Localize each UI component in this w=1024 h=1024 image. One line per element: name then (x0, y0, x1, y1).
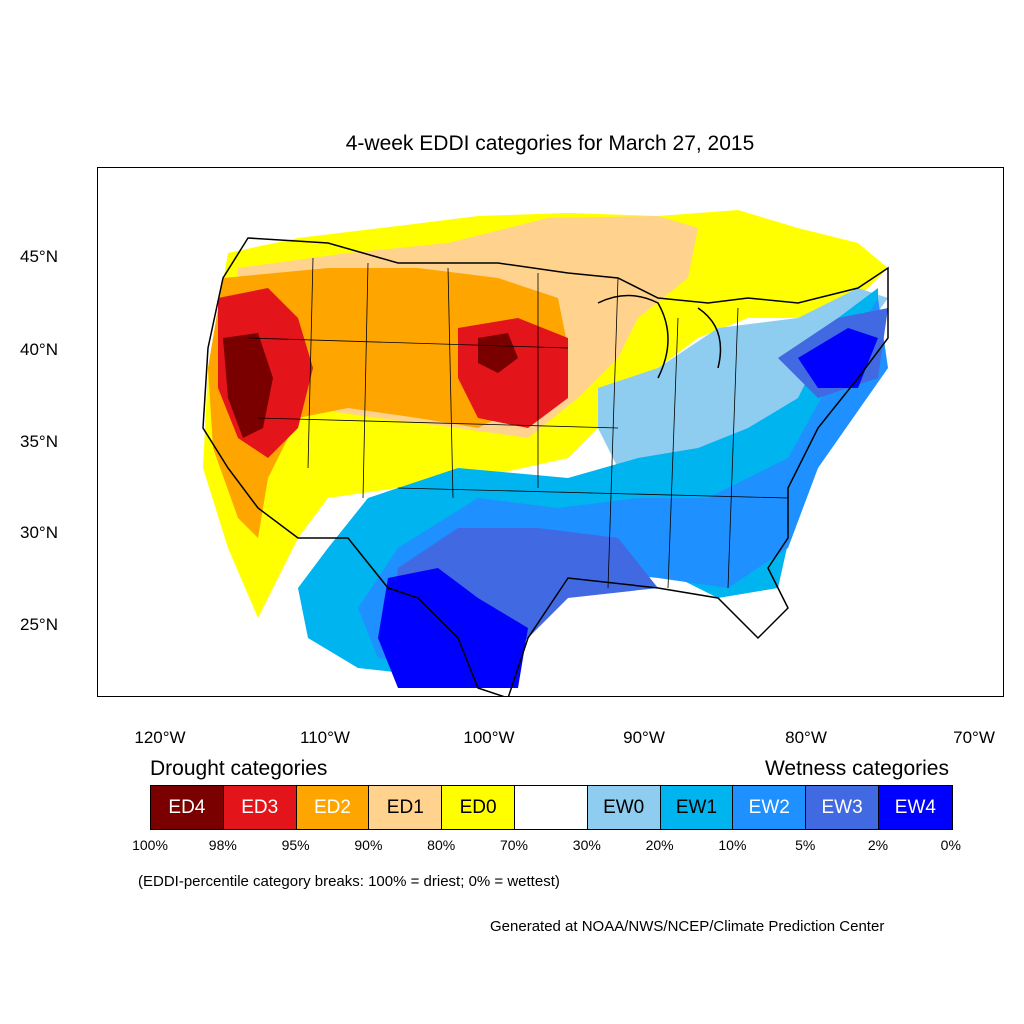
lon-label-100: 100°W (463, 728, 515, 747)
wetness-heading: Wetness categories (764, 757, 949, 780)
percentile-break-label: 10% (718, 837, 747, 853)
great-lakes-outline (597, 294, 722, 379)
legend-cell-ew2: EW2 (733, 786, 807, 829)
percentile-break-label: 80% (427, 837, 456, 853)
percentile-break-label: 0% (940, 837, 961, 853)
lat-label-35: 35°N (20, 432, 58, 451)
lon-label-120: 120°W (134, 728, 186, 747)
state-boundaries (247, 257, 789, 589)
percentile-break-label: 98% (208, 837, 237, 853)
lat-label-45: 45°N (20, 247, 58, 266)
blue-ew4-northeast (798, 328, 878, 388)
category-legend-bar: ED4 ED3 ED2 ED1 ED0 EW0 EW1 EW2 EW3 EW4 (150, 785, 953, 830)
eddi-map-canvas (202, 210, 889, 696)
legend-cell-ed4: ED4 (151, 786, 224, 829)
percentile-break-label: 30% (572, 837, 601, 853)
percentile-break-label: 2% (867, 837, 889, 853)
drought-heading: Drought categories (150, 757, 328, 780)
lon-label-110: 110°W (300, 728, 350, 747)
percentile-break-label: 5% (795, 837, 816, 853)
blue-ew4-region (378, 568, 528, 688)
legend-cell-ew4: EW4 (878, 786, 952, 829)
percentile-break-label: 90% (354, 837, 383, 853)
lon-label-90: 90°W (623, 728, 665, 747)
percentile-break-label: 100% (132, 837, 168, 853)
darkred-ed4-region (223, 333, 273, 438)
percentile-break-label: 95% (281, 837, 310, 853)
map-title: 4-week EDDI categories for March 27, 201… (345, 132, 755, 155)
darkred-ed4-plains (478, 333, 518, 373)
category-note: (EDDI-percentile category breaks: 100% =… (138, 873, 560, 890)
lon-label-70: 70°W (953, 728, 995, 747)
legend-cell-ed1: ED1 (369, 786, 443, 829)
credit-line: Generated at NOAA/NWS/NCEP/Climate Predi… (490, 918, 885, 935)
legend-cell-ed3: ED3 (223, 786, 297, 829)
percentile-break-label: 70% (499, 837, 529, 853)
legend-cell-ew1: EW1 (660, 786, 734, 829)
eddi-map (97, 167, 1004, 697)
lon-label-80: 80°W (785, 728, 827, 747)
legend-cell-ed0: ED0 (442, 786, 515, 829)
us-outline (202, 237, 889, 696)
legend-cell-neutral (514, 786, 588, 829)
lat-label-30: 30°N (20, 523, 58, 542)
legend-cell-ew3: EW3 (806, 786, 879, 829)
legend-cell-ed2: ED2 (296, 786, 370, 829)
lat-label-40: 40°N (20, 340, 58, 359)
lat-label-25: 25°N (20, 615, 58, 634)
percentile-break-label: 20% (645, 837, 674, 853)
legend-cell-ew0: EW0 (587, 786, 661, 829)
